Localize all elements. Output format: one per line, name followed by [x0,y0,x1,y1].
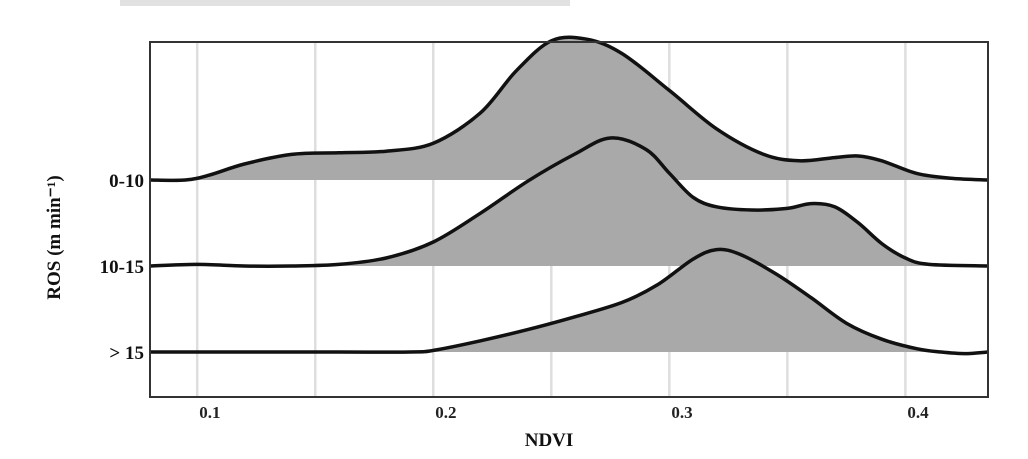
ridge-3 [149,247,989,356]
category-labels: 0-10 10-15 > 15 [100,171,144,364]
cropped-caption-fragment [120,0,570,6]
ridge-1 [149,35,989,183]
category-label: 0-10 [109,171,144,192]
panel-border [149,41,989,398]
density-area [150,137,988,267]
x-tick-labels: 0.1 0.2 0.3 0.4 [199,403,929,422]
x-axis-title: NDVI [525,430,574,451]
x-tick-label: 0.2 [435,403,456,422]
category-label: > 15 [109,343,144,364]
ridge-2 [149,136,989,268]
y-axis-title: ROS (m min⁻¹) [44,175,65,299]
x-tick-label: 0.3 [671,403,692,422]
density-line [149,136,989,268]
density-area [150,37,988,181]
density-line [149,247,989,356]
ridges-layer [149,35,989,356]
x-tick-label: 0.1 [199,403,220,422]
x-tick-label: 0.4 [907,403,929,422]
density-line [149,35,989,183]
category-label: 10-15 [100,257,144,278]
